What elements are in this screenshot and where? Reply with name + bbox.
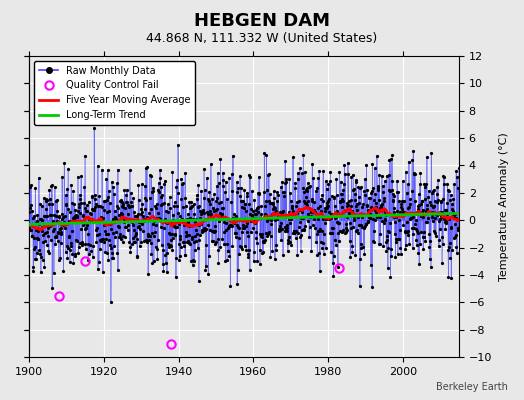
Text: Berkeley Earth: Berkeley Earth [436,382,508,392]
Text: HEBGEN DAM: HEBGEN DAM [194,12,330,30]
Y-axis label: Temperature Anomaly (°C): Temperature Anomaly (°C) [499,132,509,281]
Text: 44.868 N, 111.332 W (United States): 44.868 N, 111.332 W (United States) [146,32,378,45]
Legend: Raw Monthly Data, Quality Control Fail, Five Year Moving Average, Long-Term Tren: Raw Monthly Data, Quality Control Fail, … [34,61,195,125]
